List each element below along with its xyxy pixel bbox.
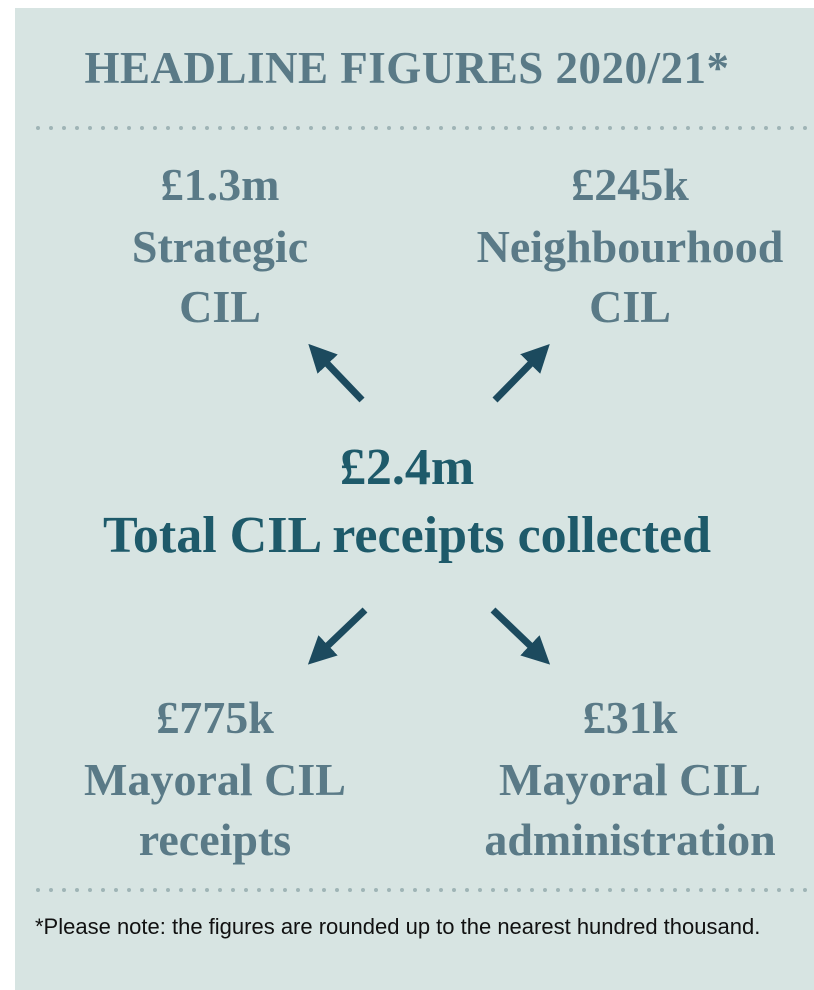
item-label: administration (484, 814, 776, 865)
item-amount: £31k (582, 692, 678, 743)
item-label: receipts (138, 814, 292, 865)
note: *Please note: the figures are rounded up… (35, 914, 761, 939)
item-label: CIL (589, 281, 671, 332)
center-amount: £2.4m (339, 439, 475, 496)
item-label: CIL (179, 281, 261, 332)
item-label: Mayoral CIL (84, 754, 346, 805)
item-label: Neighbourhood (476, 221, 784, 272)
arrow (490, 607, 551, 665)
arrow (308, 343, 365, 403)
item-amount: £775k (156, 692, 274, 743)
panel (15, 8, 814, 990)
item-label: Strategic (131, 221, 309, 272)
item-amount: £1.3m (160, 159, 280, 210)
item-label: Mayoral CIL (499, 754, 761, 805)
center-label: Total CIL receipts collected (102, 507, 712, 564)
arrow (492, 343, 550, 403)
title: HEADLINE FIGURES 2020/21* (84, 43, 730, 93)
arrow (307, 607, 368, 665)
item-amount: £245k (571, 159, 689, 210)
